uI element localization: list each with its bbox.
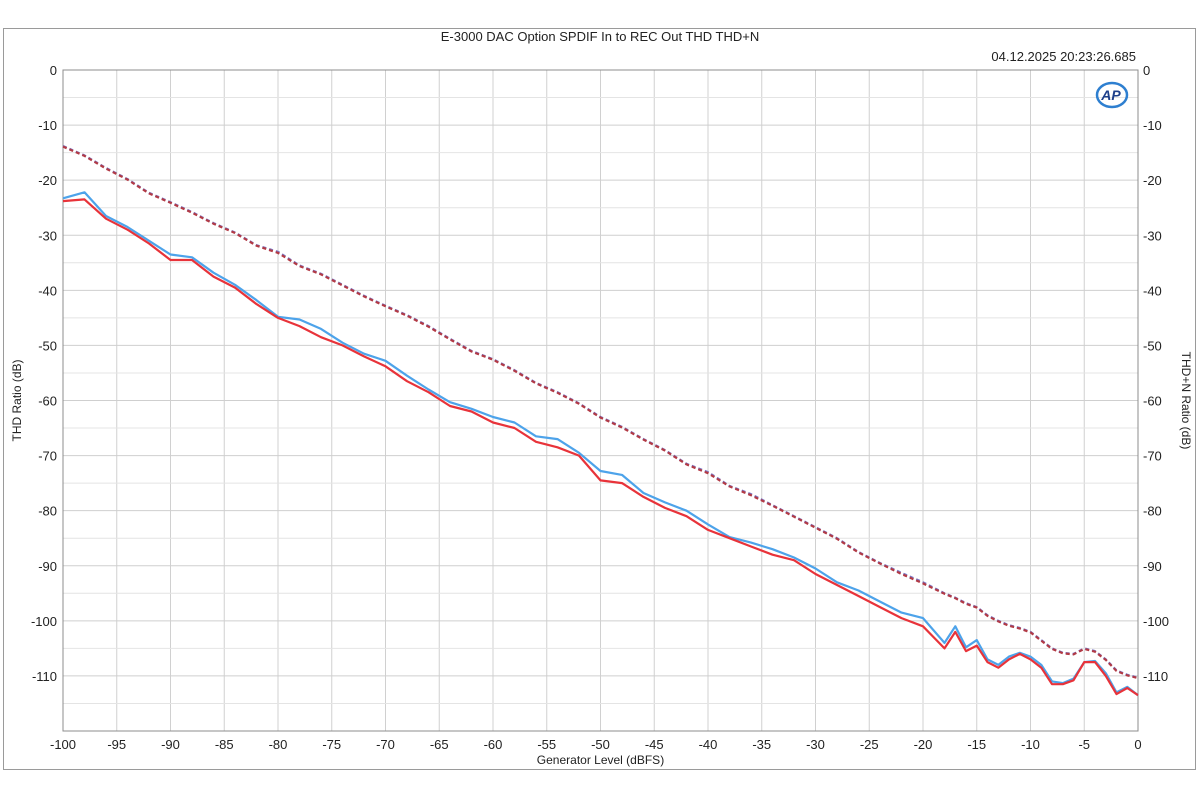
- grid-lines: [62, 69, 1139, 732]
- y-tick-label-right: -10: [1143, 118, 1162, 133]
- y-tick-label-right: -30: [1143, 228, 1162, 243]
- y-tick-label-left: -100: [31, 614, 57, 629]
- y-tick-label-right: -60: [1143, 394, 1162, 409]
- y-tick-label-right: -40: [1143, 283, 1162, 298]
- y-tick-label-left: -30: [38, 228, 57, 243]
- chart-title: E-3000 DAC Option SPDIF In to REC Out TH…: [440, 29, 760, 44]
- y-tick-labels-left: 0 -10 -20 -30 -40 -50 -60 -70 -80 -90 -100 -110: [31, 63, 57, 684]
- y-tick-label-left: -10: [38, 118, 57, 133]
- x-tick-label: -20: [914, 737, 933, 752]
- x-tick-label: -75: [322, 737, 341, 752]
- chart-timestamp: 04.12.2025 20:23:26.685: [991, 49, 1136, 64]
- x-tick-label: -85: [215, 737, 234, 752]
- y-tick-label-left: -20: [38, 173, 57, 188]
- y-axis-label-right: THD+N Ratio (dB): [1179, 352, 1193, 450]
- series-line-thd-ratio: [62, 191, 1139, 697]
- x-tick-label: -60: [484, 737, 503, 752]
- plot-area-border: [62, 69, 1139, 732]
- y-tick-label-left: -60: [38, 394, 57, 409]
- x-tick-label: -50: [591, 737, 610, 752]
- y-tick-label-right: -110: [1143, 669, 1168, 684]
- series-line-thd-ratio-ch-2: [62, 198, 1139, 697]
- y-tick-label-left: -70: [38, 449, 57, 464]
- chart-frame: [3, 28, 1196, 770]
- y-axis-label-left: THD Ratio (dB): [10, 359, 24, 441]
- x-tick-label: -65: [430, 737, 449, 752]
- series-group: [62, 144, 1139, 697]
- y-tick-label-left: -90: [38, 559, 57, 574]
- x-tick-label: -15: [967, 737, 986, 752]
- x-tick-label: -30: [806, 737, 825, 752]
- y-tick-label-left: -80: [38, 504, 57, 519]
- y-tick-label-right: -80: [1143, 504, 1162, 519]
- y-tick-label-left: -110: [32, 669, 57, 684]
- x-tick-label: -80: [269, 737, 288, 752]
- y-tick-label-right: 0: [1143, 63, 1150, 78]
- logo-text: AP: [1100, 87, 1121, 103]
- x-tick-label: -25: [860, 737, 879, 752]
- x-tick-label: -10: [1021, 737, 1040, 752]
- x-tick-label: -45: [645, 737, 664, 752]
- x-tick-labels: -100 -95 -90 -85 -80 -75 -70 -65 -60 -55 -50 -45 -40…: [50, 737, 1142, 752]
- y-tick-label-right: -20: [1143, 173, 1162, 188]
- y-tick-label-right: -50: [1143, 338, 1162, 353]
- x-tick-label: -100: [50, 737, 76, 752]
- x-tick-label: -55: [537, 737, 556, 752]
- series-line-thd-n-ratio-ch-2: [62, 145, 1139, 680]
- y-tick-label-right: -100: [1143, 614, 1169, 629]
- y-tick-label-left: -40: [38, 283, 57, 298]
- x-tick-label: 0: [1134, 737, 1141, 752]
- ap-logo-icon: AP: [1095, 81, 1129, 109]
- y-tick-label-left: -50: [38, 338, 57, 353]
- x-tick-label: -40: [699, 737, 718, 752]
- x-tick-label: -35: [752, 737, 771, 752]
- x-tick-label: -5: [1078, 737, 1090, 752]
- y-tick-label-right: -70: [1143, 449, 1162, 464]
- y-tick-label-right: -90: [1143, 559, 1162, 574]
- y-tick-labels-right: 0 -10 -20 -30 -40 -50 -60 -70 -80 -90 -100 -110: [1143, 63, 1169, 684]
- x-tick-label: -70: [376, 737, 395, 752]
- x-tick-label: -95: [107, 737, 126, 752]
- y-tick-label-left: 0: [50, 63, 57, 78]
- x-tick-label: -90: [161, 737, 180, 752]
- x-axis-label: Generator Level (dBFS): [537, 753, 664, 767]
